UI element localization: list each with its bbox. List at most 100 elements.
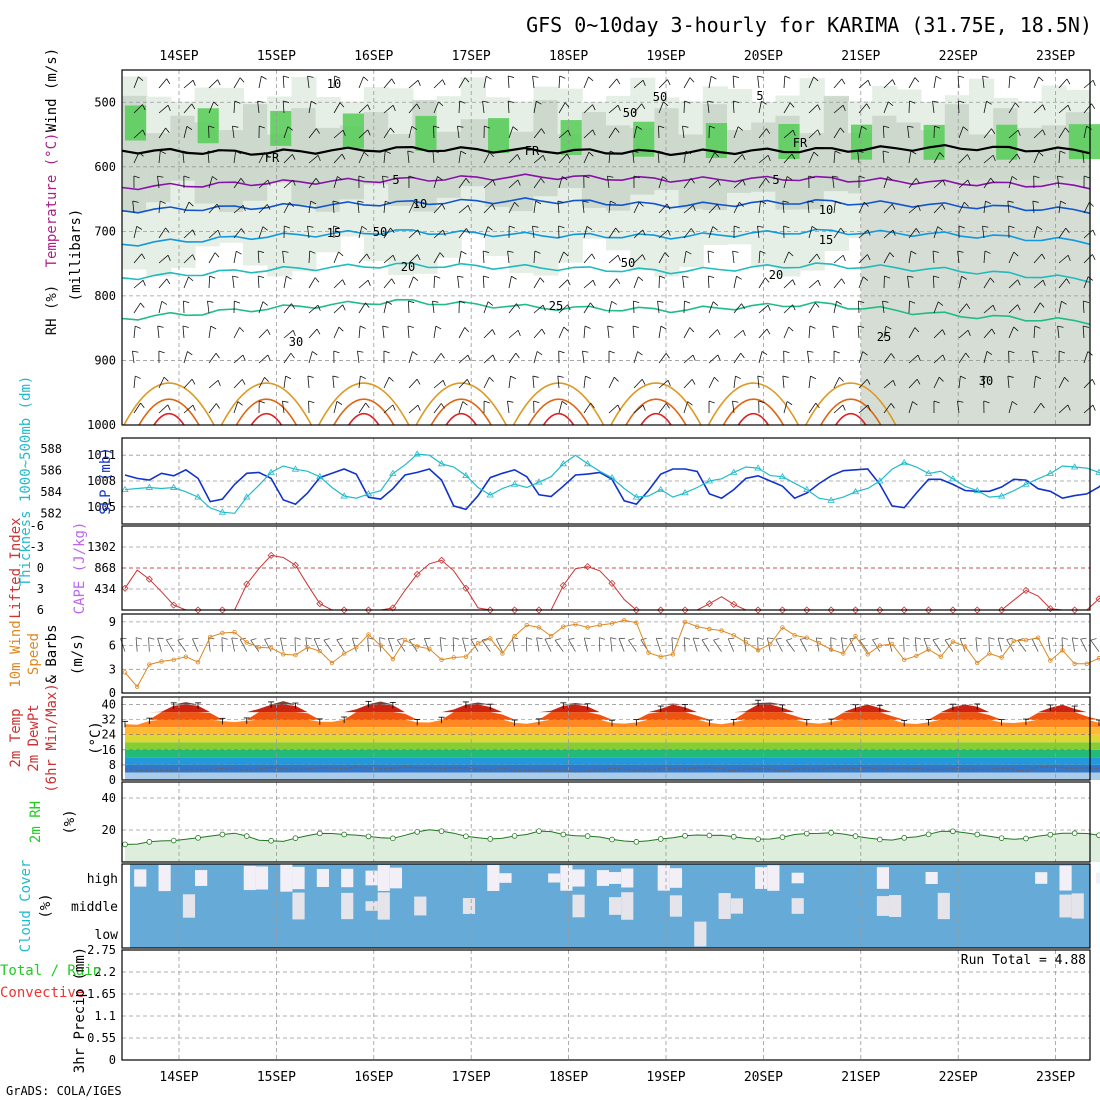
wind-barb — [407, 151, 410, 164]
wind-barb-flag — [165, 227, 170, 233]
wind-barb-flag — [815, 302, 820, 308]
wind-barb — [558, 153, 568, 164]
wind-barb — [658, 229, 669, 239]
wind-barb — [382, 176, 385, 189]
temp-frame — [121, 696, 1091, 781]
rh-point — [609, 836, 615, 843]
slp-ylabel: Thickness 1000~500mb (dm) — [18, 376, 34, 587]
wind-barb — [658, 275, 660, 289]
wind-barb-flag — [935, 75, 942, 80]
wind-barb — [733, 303, 742, 314]
wind-barb-flag — [161, 300, 168, 305]
wind-barb — [658, 101, 664, 114]
li-point — [632, 606, 640, 614]
thickness-point — [973, 486, 981, 494]
wind-barb-flag — [1014, 102, 1020, 108]
wind-barb-flag — [659, 275, 666, 279]
wind-barb — [558, 279, 568, 289]
cloud-cell-middle — [876, 896, 890, 916]
isotherm-25 — [121, 298, 1091, 326]
wind-barb-flag — [1007, 375, 1014, 378]
wind-barb — [608, 127, 616, 139]
rh-point — [1047, 831, 1054, 838]
wind-barb-flag — [933, 400, 940, 404]
surface-wind-barb-flag — [849, 637, 856, 640]
slp-frame — [121, 437, 1091, 525]
cloud-cell-middle — [791, 898, 804, 914]
wind-barb-flag — [689, 77, 695, 83]
wind-ylabel-1: 10m Wind — [8, 620, 24, 687]
rh-tick-label: 20 — [102, 823, 116, 837]
surface-wind-barb-flag — [767, 637, 774, 640]
wind-barb — [807, 351, 810, 364]
wind-barb-flag — [832, 325, 839, 328]
wind-barb — [908, 204, 919, 214]
wind-barb-flag — [165, 127, 170, 133]
cloud-yunit: (%) — [38, 893, 54, 918]
rh-band-grey — [315, 127, 341, 212]
contour-label: 50 — [373, 225, 387, 239]
wind-barb — [258, 354, 269, 364]
surface-wind-barb-flag — [336, 637, 343, 641]
wind-speed-point — [682, 619, 688, 625]
wind-barb-flag — [532, 75, 539, 78]
wind-barb-flag — [917, 354, 921, 361]
wind-barb-flag — [986, 351, 993, 355]
wind-barb-flag — [742, 179, 746, 186]
wind-barb-flag — [710, 75, 717, 80]
cloud-cell-middle — [365, 901, 378, 911]
wind-barb — [1008, 129, 1019, 139]
wind-barb — [408, 404, 419, 414]
temp-tick-label: 32 — [102, 713, 116, 727]
wind-barb-flag — [460, 250, 467, 255]
wind-barb — [783, 401, 788, 414]
wind-barb — [933, 152, 941, 164]
wind-barb-flag — [1061, 300, 1067, 305]
wind-barb — [1083, 276, 1089, 289]
wind-speed-point — [293, 652, 298, 658]
wind-barb-flag — [1013, 326, 1019, 332]
dewpoint-line — [124, 766, 1100, 773]
wind-barb — [833, 377, 840, 389]
rh-point — [925, 831, 932, 838]
temp-band — [125, 764, 1100, 773]
wind-barb — [258, 226, 264, 239]
wind-barb-flag — [1038, 151, 1044, 157]
wind-barb-flag — [841, 78, 846, 85]
wind-barb — [1033, 76, 1040, 89]
surface-wind-barb-flag — [872, 637, 879, 641]
wind-barb — [957, 251, 960, 264]
wind-barb-flag — [214, 252, 220, 258]
wind-barb — [208, 101, 214, 114]
wind-barb — [908, 300, 910, 314]
wind-barb — [533, 304, 544, 314]
wind-barb — [1083, 126, 1087, 139]
cloud-cell-high — [791, 872, 804, 884]
wind-barb — [883, 176, 888, 189]
wind-barb — [483, 301, 489, 314]
wind-barb-flag — [416, 103, 421, 110]
wind-barb-flag — [684, 100, 691, 104]
surface-wind-barb-flag — [379, 637, 386, 640]
wind-barb — [158, 376, 165, 389]
wind-barb-flag — [138, 76, 144, 81]
wind-speed-point — [512, 633, 517, 639]
wind-barb-flag — [709, 125, 716, 129]
precip-ylabel-total: Total / Rain — [0, 963, 101, 979]
wind-barb-flag — [133, 175, 140, 179]
date-label-top: 17SEP — [452, 49, 491, 64]
wind-barb — [408, 300, 410, 314]
surface-wind-barb — [799, 639, 808, 652]
wind-barb — [308, 128, 317, 139]
wind-barb-flag — [757, 75, 764, 78]
cloud-cell-high — [609, 872, 622, 884]
wind-barb — [633, 79, 644, 89]
wind-barb — [1008, 401, 1013, 414]
wind-barb — [133, 402, 141, 414]
surface-wind-barb — [408, 639, 418, 652]
rh-point — [292, 835, 299, 841]
cloud-cell-middle — [292, 892, 305, 920]
wind-barb-flag — [907, 275, 914, 278]
wind-barb — [458, 228, 467, 239]
wind-barb — [633, 254, 643, 264]
